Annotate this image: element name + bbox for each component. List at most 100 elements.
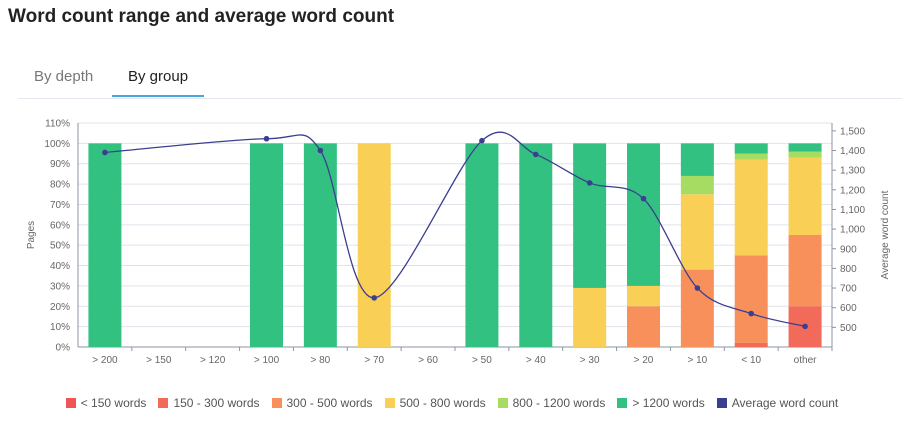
tab-bar: By depth By group bbox=[18, 60, 902, 99]
legend-item[interactable]: < 150 words bbox=[65, 396, 147, 410]
y-left-tick-label: 30% bbox=[50, 281, 70, 292]
legend-swatch bbox=[271, 398, 282, 408]
bar-segment[interactable] bbox=[88, 143, 122, 347]
y-right-tick-label: 800 bbox=[840, 264, 857, 275]
average-word-count-point[interactable] bbox=[317, 147, 324, 154]
x-tick-label: > 20 bbox=[634, 355, 654, 366]
bar-segment[interactable] bbox=[680, 175, 714, 195]
legend-label: 800 - 1200 words bbox=[512, 396, 606, 410]
y-left-tick-label: 20% bbox=[50, 302, 70, 313]
y-right-tick-label: 900 bbox=[840, 244, 857, 255]
legend-swatch bbox=[65, 398, 76, 408]
bar-segment[interactable] bbox=[734, 143, 768, 154]
y-left-tick-label: 110% bbox=[45, 119, 70, 130]
average-word-count-point[interactable] bbox=[640, 195, 647, 202]
bar-segment[interactable] bbox=[734, 255, 768, 343]
y-right-tick-label: 600 bbox=[840, 303, 857, 314]
bar-segment[interactable] bbox=[303, 143, 337, 347]
legend: < 150 words 150 - 300 words 300 - 500 word… bbox=[0, 396, 904, 410]
bar-segment[interactable] bbox=[788, 143, 822, 152]
legend-label: 150 - 300 words bbox=[173, 396, 260, 410]
x-tick-label: other bbox=[794, 355, 817, 366]
bar-segment[interactable] bbox=[680, 143, 714, 176]
legend-item[interactable]: > 1200 words bbox=[617, 396, 705, 410]
bar-segment[interactable] bbox=[627, 143, 660, 286]
legend-label: 500 - 800 words bbox=[399, 396, 486, 410]
x-tick-label: > 150 bbox=[146, 355, 172, 366]
chart-title: Word count range and average word count bbox=[8, 6, 395, 27]
x-tick-label: < 10 bbox=[741, 355, 761, 366]
bar-segment[interactable] bbox=[357, 143, 391, 347]
average-word-count-point[interactable] bbox=[263, 135, 270, 142]
x-tick-label: > 40 bbox=[526, 355, 546, 366]
bar-segment[interactable] bbox=[250, 143, 283, 347]
average-word-count-point[interactable] bbox=[479, 137, 485, 144]
legend-label: Average word count bbox=[731, 396, 839, 410]
x-tick-label: > 80 bbox=[310, 355, 330, 366]
x-tick-label: > 60 bbox=[418, 355, 438, 366]
bar-segment[interactable] bbox=[680, 269, 714, 347]
average-word-count-point[interactable] bbox=[802, 323, 808, 330]
tab-by-group[interactable]: By group bbox=[112, 68, 205, 97]
average-word-count-point[interactable] bbox=[586, 180, 593, 186]
average-word-count-point[interactable] bbox=[102, 149, 108, 156]
bar-segment[interactable] bbox=[627, 306, 660, 347]
legend-swatch bbox=[158, 398, 169, 408]
x-tick-label: > 200 bbox=[92, 355, 118, 366]
y-right-tick-label: 700 bbox=[840, 284, 857, 295]
bar-segment[interactable] bbox=[573, 143, 607, 288]
y-left-tick-label: 90% bbox=[50, 159, 70, 170]
legend-swatch bbox=[497, 398, 508, 408]
y-left-tick-label: 70% bbox=[50, 200, 70, 211]
average-word-count-point[interactable] bbox=[694, 285, 701, 291]
legend-swatch bbox=[716, 398, 727, 408]
legend-item[interactable]: 150 - 300 words bbox=[158, 396, 260, 410]
bar-segment[interactable] bbox=[627, 285, 660, 307]
y-left-tick-label: 0% bbox=[56, 343, 71, 354]
chart-area: 0% 10% 20% 30% 40% 50% 60% 70% 80% 90% 100% 110% 500… bbox=[26, 119, 891, 367]
legend-item[interactable]: 300 - 500 words bbox=[271, 396, 373, 410]
x-tick-label: > 100 bbox=[254, 355, 280, 366]
y-right-axis-title: Average word count bbox=[880, 190, 891, 279]
tab-by-depth[interactable]: By depth bbox=[34, 68, 94, 85]
x-tick-label: > 120 bbox=[200, 355, 226, 366]
y-left-tick-label: 40% bbox=[50, 261, 70, 272]
y-left-axis-title: Pages bbox=[26, 221, 37, 249]
x-tick-label: > 30 bbox=[580, 355, 600, 366]
y-left-tick-label: 80% bbox=[50, 180, 70, 191]
y-right-tick-label: 1,100 bbox=[840, 205, 865, 216]
average-word-count-point[interactable] bbox=[748, 310, 755, 317]
legend-item[interactable]: Average word count bbox=[716, 396, 839, 410]
legend-label: > 1200 words bbox=[632, 396, 705, 410]
bar-segment[interactable] bbox=[734, 342, 768, 347]
legend-swatch bbox=[617, 398, 628, 408]
x-tick-label: > 50 bbox=[472, 355, 492, 366]
x-tick-label: > 70 bbox=[364, 355, 384, 366]
bar-segment[interactable] bbox=[788, 151, 822, 158]
y-left-tick-label: 60% bbox=[50, 220, 70, 231]
legend-label: < 150 words bbox=[80, 396, 147, 410]
y-right-tick-label: 1,500 bbox=[840, 126, 865, 137]
bar-segment[interactable] bbox=[680, 194, 714, 270]
legend-swatch bbox=[384, 398, 395, 408]
bar-segment[interactable] bbox=[573, 287, 607, 347]
y-right-tick-label: 500 bbox=[840, 323, 857, 334]
y-right-tick-label: 1,300 bbox=[840, 166, 865, 177]
y-right-tick-label: 1,200 bbox=[840, 185, 865, 196]
x-tick-label: > 10 bbox=[687, 355, 707, 366]
average-word-count-point[interactable] bbox=[532, 151, 539, 158]
bar-segment[interactable] bbox=[788, 157, 822, 235]
y-right-tick-label: 1,000 bbox=[840, 225, 865, 236]
legend-item[interactable]: 500 - 800 words bbox=[384, 396, 486, 410]
average-word-count-point[interactable] bbox=[371, 295, 378, 301]
bar-segment[interactable] bbox=[734, 153, 768, 160]
legend-label: 300 - 500 words bbox=[286, 396, 373, 410]
y-left-tick-label: 50% bbox=[50, 241, 70, 252]
bar-segment[interactable] bbox=[465, 143, 499, 347]
bar-segment[interactable] bbox=[519, 143, 553, 347]
y-left-tick-label: 10% bbox=[50, 322, 70, 333]
bar-segment[interactable] bbox=[734, 159, 768, 256]
bar-segment[interactable] bbox=[788, 235, 822, 307]
legend-item[interactable]: 800 - 1200 words bbox=[497, 396, 606, 410]
y-left-tick-label: 100% bbox=[44, 139, 70, 150]
